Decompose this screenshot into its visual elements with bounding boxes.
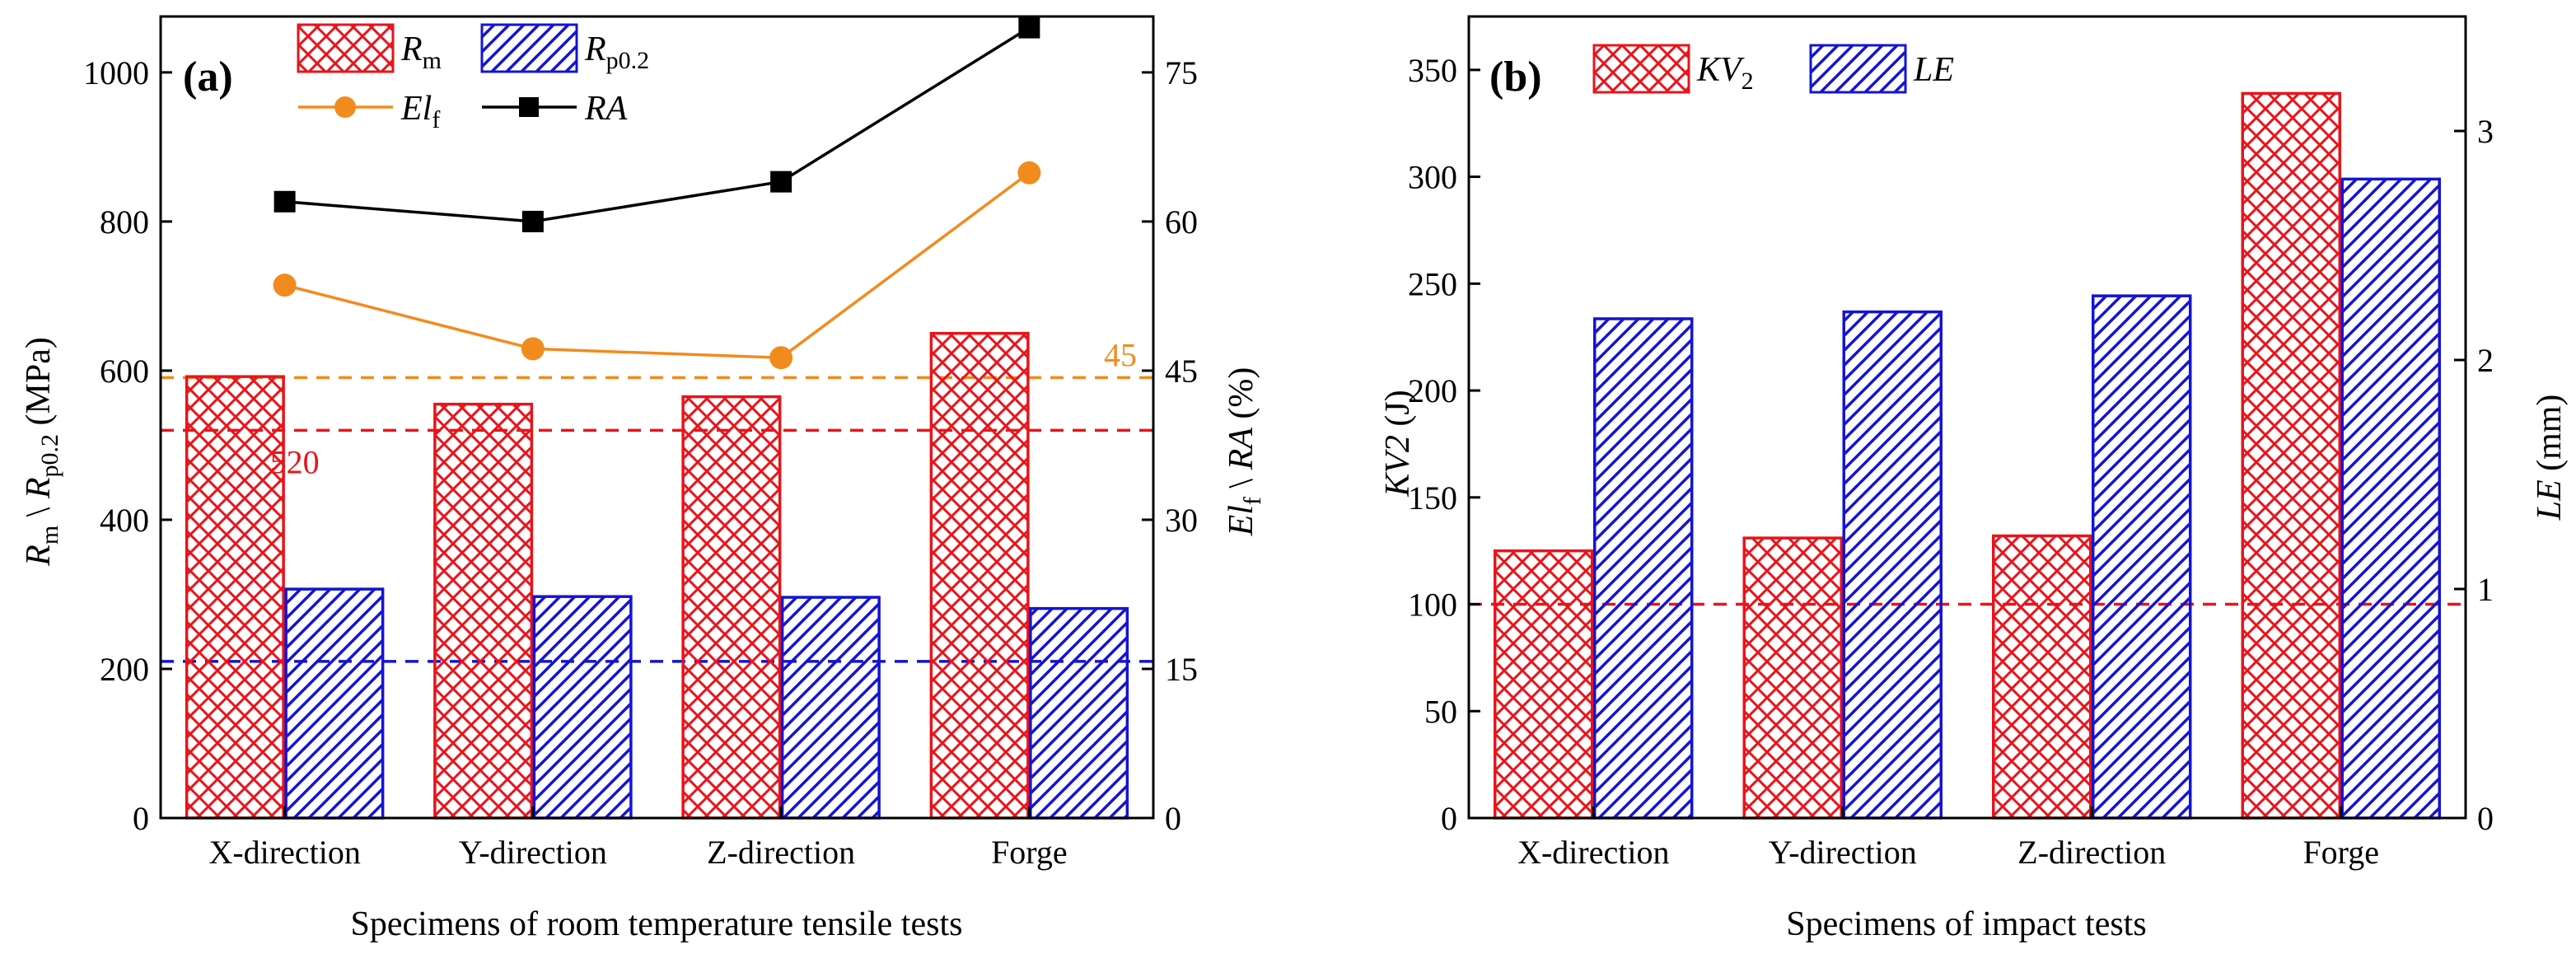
panel-b-bar-series1: [2241, 91, 2341, 820]
panel-a-bar-series2: [284, 587, 385, 820]
panel-a-left-tick-label: 200: [100, 651, 149, 688]
panel-b-left-tick-label: 200: [1408, 372, 1457, 409]
panel-b-bar-series2: [2340, 177, 2441, 820]
panel-a-right-tick-label: 60: [1165, 203, 1198, 241]
legend-label-rm: Rm: [400, 30, 442, 74]
legend-label-rp02: Rp0.2: [584, 30, 649, 74]
panel-b-right-tick-label: 2: [2477, 342, 2494, 379]
legend-label-le: LE: [1913, 51, 1954, 89]
panel-a-bar-series1: [185, 375, 285, 820]
panel-a-left-tick-label: 800: [100, 203, 149, 241]
panel-b-left-tick-label: 50: [1424, 693, 1457, 730]
panel-a-right-tick-label: 75: [1165, 54, 1198, 91]
panel-a-point-elf: [769, 346, 793, 370]
legend-swatch-kv2: [1592, 44, 1690, 94]
panel-a-point-elf: [1017, 161, 1041, 185]
legend-label-kv2: KV2: [1696, 51, 1754, 95]
panel-a-point-elf: [273, 273, 297, 297]
panel-a-bar-series1: [433, 402, 534, 820]
panel-b-right-tick-label: 1: [2477, 571, 2494, 608]
panel-b-bar-series2: [1593, 317, 1694, 820]
panel-a-point-ra: [770, 171, 792, 193]
panel-a-right-tick-label: 0: [1165, 800, 1181, 837]
panel-b-bar-series1: [1494, 549, 1594, 820]
panel-b-legend: KV2 LE: [1592, 44, 1954, 95]
panel-a-line-elf: [284, 171, 1031, 360]
panel-a-left-tick-label: 1000: [83, 54, 149, 91]
panel-a-bar-series2: [780, 596, 881, 820]
panel-a-right-tick-label: 15: [1165, 651, 1198, 688]
panel-a-legend: Rm Rp0.2 Elf RA: [297, 23, 649, 133]
panel-a-left-tick-label: 600: [100, 353, 149, 390]
legend-swatch-rp02: [480, 23, 578, 73]
panel-b-left-tick-label: 100: [1408, 587, 1457, 624]
panel-a-x-axis-title: Specimens of room temperature tensile te…: [351, 905, 963, 943]
panel-a-left-axis-title: Rm \ Rp0.2 (MPa): [20, 337, 63, 567]
panel-b: 0 50 100 150 200 250 300 350 0 1 2 3 X-direction Y-di…: [1379, 15, 2569, 943]
panel-b-right-tick-label: 0: [2477, 800, 2494, 837]
panel-a-point-ra: [1018, 16, 1040, 39]
panel-b-left-tick-label: 0: [1441, 800, 1457, 837]
panel-a-left-tick-label: 0: [133, 800, 149, 837]
legend-marker-ra: [519, 97, 539, 117]
panel-a-right-tick-label: 45: [1165, 353, 1198, 390]
panel-b-x-tick-label: Y-direction: [1769, 834, 1917, 871]
panel-a-x-tick-label: Y-direction: [459, 834, 607, 871]
panel-a-right-tick-label: 30: [1165, 502, 1198, 539]
panel-b-left-axis-title: KV2 (J): [1379, 390, 1417, 498]
legend-label-ra: RA: [584, 90, 628, 128]
legend-swatch-le: [1809, 44, 1907, 94]
panel-a-left-tick-label: 400: [100, 502, 149, 539]
panel-a-right-axis-title: Elf \ RA (%): [1223, 367, 1266, 537]
panel-a-bar-series1: [681, 395, 782, 820]
panel-a-x-tick-label: Z-direction: [707, 834, 855, 871]
panel-b-x-axis-title: Specimens of impact tests: [1786, 905, 2146, 943]
panel-b-right-axis-title: LE (mm): [2531, 395, 2569, 521]
panel-b-label: (b): [1489, 54, 1542, 101]
panel-a-point-ra: [521, 210, 544, 232]
panel-b-bar-series2: [2092, 294, 2192, 820]
panel-a-reference-label: 45: [1104, 336, 1137, 373]
panel-a-x-tick-label: X-direction: [208, 834, 360, 871]
panel-b-left-tick-label: 150: [1408, 479, 1457, 517]
panel-b-right-tick-label: 3: [2477, 113, 2494, 150]
panel-a-line-ra: [284, 26, 1031, 223]
panel-b-bar-series1: [1742, 536, 1843, 820]
panel-a-bar-series1: [929, 331, 1030, 820]
panel-a-bar-series2: [532, 595, 633, 820]
panel-b-bar-series1: [1992, 534, 2092, 820]
panel-a-bar-series2: [1029, 606, 1129, 820]
panel-a-label: (a): [183, 54, 233, 101]
panel-b-left-tick-label: 250: [1408, 265, 1457, 302]
panel-b-left-tick-label: 300: [1408, 159, 1457, 196]
legend-marker-elf: [334, 96, 356, 118]
legend-label-elf: Elf: [400, 90, 440, 133]
panel-b-x-tick-label: Z-direction: [2017, 834, 2166, 871]
panel-a-x-tick-label: Forge: [991, 834, 1068, 871]
panel-b-plot-frame: [1467, 15, 2467, 820]
panel-a-point-elf: [521, 337, 545, 361]
legend-swatch-rm: [297, 23, 395, 73]
panel-b-left-tick-label: 350: [1408, 52, 1457, 89]
panel-b-bar-series2: [1842, 310, 1943, 820]
panel-a-point-ra: [273, 190, 296, 213]
panel-b-x-tick-label: X-direction: [1517, 834, 1669, 871]
panel-a-plot-frame: [159, 15, 1155, 820]
panel-b-x-tick-label: Forge: [2303, 834, 2379, 871]
